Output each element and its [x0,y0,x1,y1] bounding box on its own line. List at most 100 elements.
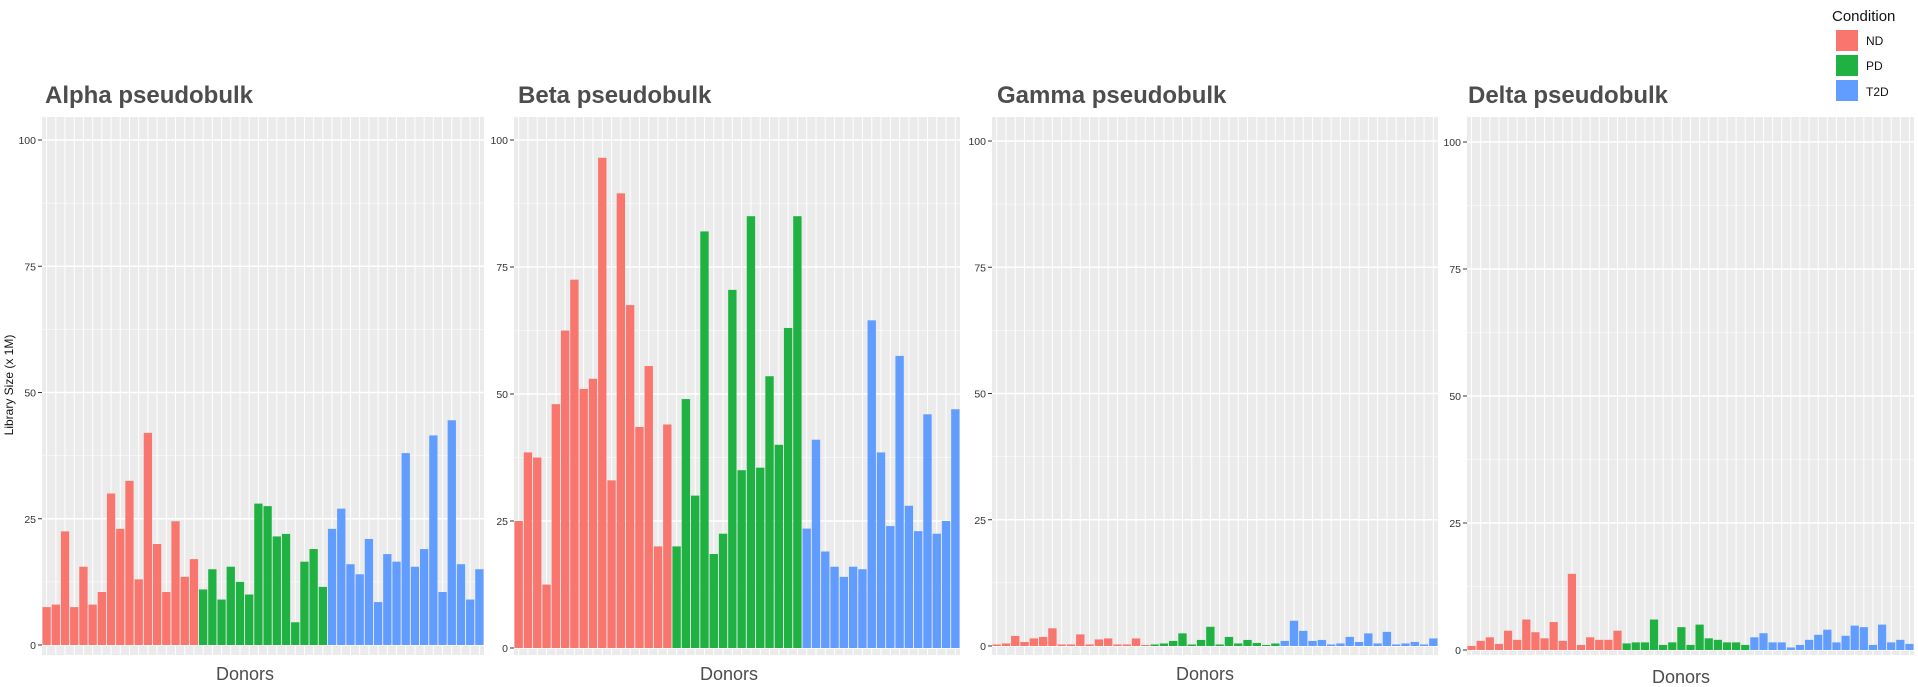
legend-key-nd [1836,30,1858,51]
bar-t2d [811,439,821,648]
bar-pd [235,581,245,645]
bar-pd [199,589,208,645]
y-tick-label: 75 [1449,264,1461,276]
legend: Condition ND PD T2D [1832,8,1895,101]
bar-t2d [1896,639,1905,650]
y-tick-label: 50 [974,389,986,401]
bar-t2d [858,569,867,648]
bar-t2d [1804,639,1814,650]
legend-label-pd: PD [1866,59,1883,73]
bar-pd [700,231,709,648]
bar-nd [663,424,672,648]
bar-nd [70,607,79,645]
legend-label-nd: ND [1866,34,1884,48]
bar-nd [1503,630,1513,650]
legend-title: Condition [1832,8,1895,25]
bar-pd [737,470,746,648]
plot-background [42,117,484,655]
bar-pd [1150,644,1159,646]
bar-nd [523,452,533,648]
bar-pd [208,569,217,645]
bar-nd [635,427,644,648]
bar-t2d [886,526,895,648]
bar-pd [1169,640,1178,646]
bar-pd [746,216,756,648]
bar-t2d [1777,642,1786,650]
bar-t2d [876,452,886,648]
y-tick-label: 75 [24,261,36,273]
bar-t2d [1299,630,1308,646]
bar-t2d [1289,620,1299,646]
bar-nd [1476,640,1485,650]
bar-pd [263,506,272,645]
bar-pd [1224,636,1234,646]
bar-nd [1558,640,1567,650]
bar-t2d [429,435,438,645]
bar-nd [1540,638,1549,650]
bar-t2d [867,320,876,648]
bar-nd [625,305,635,648]
bar-nd [180,576,189,645]
bar-pd [1659,644,1668,650]
alpha-pseudobulk-panel: Alpha pseudobulk 0 25 50 75 100 Donors [18,82,484,684]
bar-pd [1234,643,1243,646]
bar-t2d [1410,641,1419,646]
delta-pseudobulk-panel: Delta pseudobulk 0 25 50 75 100 Donors [1443,82,1914,687]
bar-t2d [1832,642,1841,650]
bar-nd [1522,619,1531,650]
bar-nd [1085,644,1094,646]
bar-nd [1549,622,1558,650]
bar-nd [143,432,153,645]
bar-nd [116,528,125,645]
bar-t2d [1280,640,1289,646]
bar-t2d [951,409,960,648]
x-axis-title: Donors [1652,667,1710,687]
bar-pd [1215,644,1224,646]
bar-nd [1604,639,1613,650]
bar-t2d [923,414,932,648]
bar-nd [607,480,616,648]
bar-pd [774,444,783,648]
x-axis-title: Donors [216,664,274,684]
bar-pd [291,622,300,645]
panel-title: Delta pseudobulk [1468,82,1669,109]
y-tick-label: 100 [490,135,508,147]
bar-t2d [1326,644,1336,646]
bar-nd [60,531,70,645]
bar-pd [1187,644,1196,646]
bar-nd [106,493,116,645]
bar-pd [318,586,327,645]
bar-pd [1668,642,1677,650]
y-tick-label: 25 [496,516,508,528]
y-tick-label: 100 [18,135,36,147]
bar-pd [1243,639,1252,646]
panel-title: Alpha pseudobulk [45,82,254,109]
bar-t2d [895,355,904,648]
y-tick-label: 0 [980,641,986,653]
bar-t2d [466,599,475,645]
legend-key-t2d [1836,80,1858,101]
bar-t2d [1850,625,1859,650]
y-tick-label: 75 [974,262,986,274]
bar-nd [1122,644,1131,646]
bar-pd [765,376,774,648]
bar-t2d [346,564,355,645]
y-tick-label: 100 [968,136,986,148]
bar-t2d [1877,624,1887,650]
bar-nd [189,559,199,645]
y-tick-label: 25 [974,515,986,527]
bar-nd [51,604,60,645]
bar-nd [616,193,626,648]
y-tick-label: 50 [1449,391,1461,403]
bar-nd [1057,644,1066,646]
bar-pd [793,216,802,648]
bar-nd [1113,644,1122,646]
bar-pd [1159,643,1169,646]
panel-title: Gamma pseudobulk [997,82,1227,109]
bar-nd [653,546,663,648]
bar-t2d [355,574,364,645]
bar-t2d [392,561,401,645]
bar-nd [1131,638,1141,646]
bar-nd [560,330,570,648]
